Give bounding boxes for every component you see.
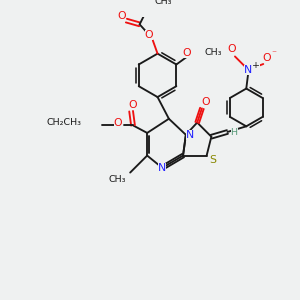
Text: O: O bbox=[228, 44, 236, 54]
Text: N: N bbox=[185, 130, 194, 140]
Text: O: O bbox=[201, 97, 210, 107]
Text: CH₂CH₃: CH₂CH₃ bbox=[46, 118, 81, 127]
Text: O: O bbox=[182, 48, 191, 58]
Text: O: O bbox=[145, 30, 153, 40]
Text: H: H bbox=[230, 128, 238, 137]
Text: CH₃: CH₃ bbox=[205, 48, 222, 57]
Text: O: O bbox=[129, 100, 137, 110]
Text: +: + bbox=[252, 61, 260, 70]
Text: O: O bbox=[117, 11, 126, 21]
Text: CH₃: CH₃ bbox=[108, 175, 126, 184]
Text: O: O bbox=[263, 53, 272, 63]
Text: N: N bbox=[158, 163, 166, 173]
Text: CH₃: CH₃ bbox=[155, 0, 172, 6]
Text: N: N bbox=[244, 65, 252, 75]
Text: O: O bbox=[114, 118, 122, 128]
Text: ⁻: ⁻ bbox=[271, 49, 276, 58]
Text: S: S bbox=[209, 155, 216, 165]
